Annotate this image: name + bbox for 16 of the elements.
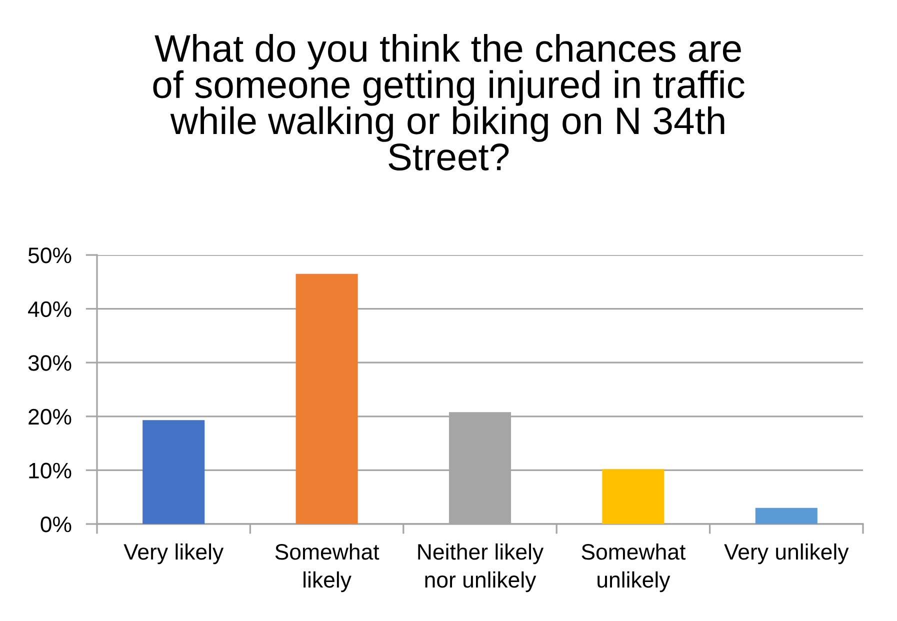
bar bbox=[602, 469, 664, 524]
y-tick-label: 50% bbox=[28, 248, 72, 264]
x-tick-label: Somewhat likely bbox=[275, 543, 380, 592]
y-tick-label: 20% bbox=[28, 408, 72, 425]
y-tick-label: 0% bbox=[40, 516, 72, 532]
bar bbox=[296, 274, 358, 524]
bar bbox=[142, 420, 205, 524]
x-tick-label: Very unlikely bbox=[724, 543, 849, 564]
x-tick-label: Somewhat unlikely bbox=[582, 543, 686, 592]
chart-title: What do you think the chances are of someone getting injured in traffic while walking or biking on N 34th Street? bbox=[153, 34, 744, 171]
y-tick-label: 10% bbox=[29, 462, 72, 478]
bar bbox=[755, 508, 818, 524]
x-tick-label: Neither likely nor unlikely bbox=[418, 543, 544, 592]
y-tick-label: 30% bbox=[28, 355, 72, 371]
y-tick-label: 40% bbox=[28, 301, 72, 318]
x-tick-label: Very likely bbox=[124, 543, 224, 564]
